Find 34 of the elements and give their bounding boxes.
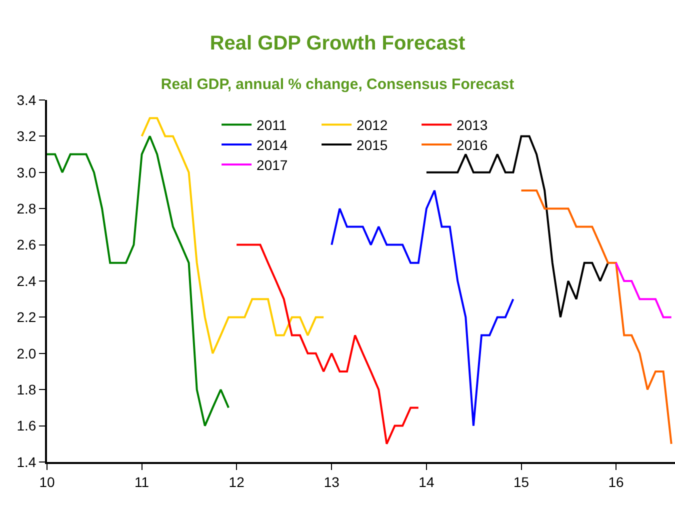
legend-label: 2013	[456, 117, 488, 134]
line-series	[330, 190, 514, 427]
x-tick-label: 13	[324, 474, 340, 490]
y-tick-label: 3.0	[16, 164, 36, 180]
y-tick-label: 3.2	[16, 128, 36, 144]
y-tick-label: 2.2	[16, 309, 36, 326]
legend-label: 2011	[256, 117, 287, 134]
x-tick-label: 14	[418, 474, 434, 490]
y-tick-label: 2.0	[16, 345, 36, 362]
line-series	[615, 262, 672, 318]
legend-label: 2012	[356, 117, 388, 134]
y-tick-label: 2.6	[16, 236, 36, 253]
y-tick-label: 2.4	[16, 272, 36, 289]
line-series	[520, 190, 672, 445]
line-series	[47, 135, 230, 427]
line-series	[140, 117, 325, 354]
line-series	[236, 244, 420, 445]
chart-subtitle: Real GDP, annual % change, Consensus Forecast	[160, 76, 514, 94]
legend-label: 2015	[356, 137, 388, 154]
x-tick-label: 11	[134, 474, 150, 490]
x-tick-label: 10	[39, 474, 55, 490]
legend-label: 2016	[456, 137, 488, 154]
legend-label: 2014	[256, 137, 288, 154]
x-tick-label: 15	[513, 474, 530, 490]
y-tick-label: 1.6	[16, 418, 36, 434]
y-tick-label: 3.4	[16, 92, 36, 108]
y-tick-label: 1.4	[16, 454, 36, 470]
line-series	[425, 135, 609, 318]
y-tick-label: 1.8	[16, 382, 36, 398]
x-tick-label: 12	[228, 474, 245, 490]
chart-title: Real GDP Growth Forecast	[210, 32, 466, 55]
y-tick-label: 2.8	[16, 200, 36, 216]
x-tick-label: 16	[608, 474, 624, 490]
legend-label: 2017	[256, 156, 288, 173]
